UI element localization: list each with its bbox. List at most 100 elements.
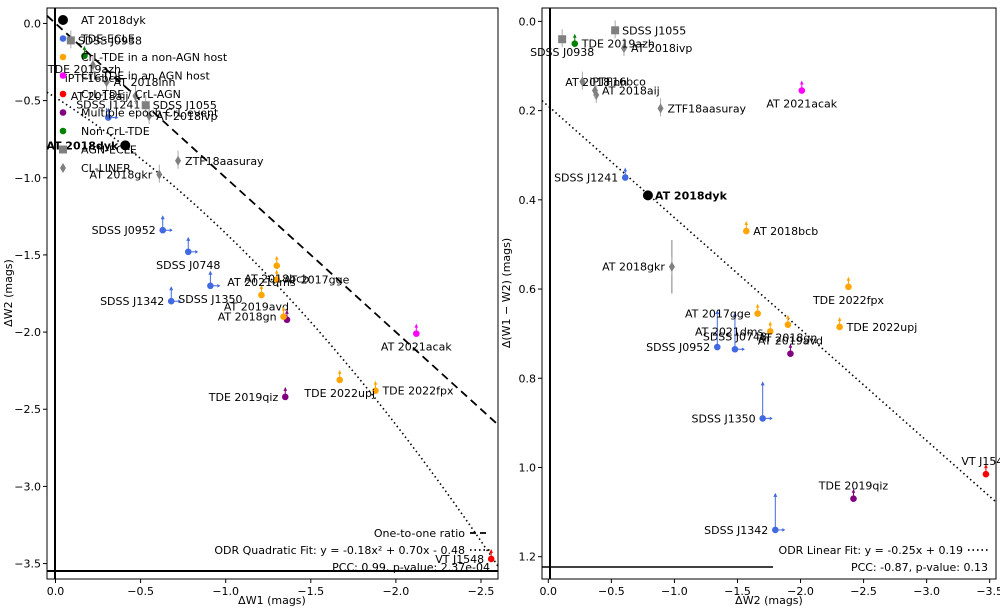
x-tick-label: −1.5	[297, 585, 324, 598]
data-point-at2018dyk	[120, 140, 131, 151]
upper-limit-arrow-head	[768, 321, 773, 326]
point-label: SDSS J0952	[92, 224, 156, 237]
point-label: AT 2018ivp	[156, 110, 217, 123]
point-label: AT 2019avd	[758, 335, 823, 348]
point-label: AT 2017gge	[685, 308, 751, 321]
point-label: AT 2018gkr	[90, 169, 153, 182]
data-point-agn-ecle	[141, 101, 150, 110]
legend-label: Non CrL-TDE	[81, 125, 150, 138]
x-tick-label: −1.0	[212, 585, 239, 598]
data-point-crl-nonagn	[372, 387, 379, 395]
data-point-non-crl	[571, 40, 579, 47]
data-point-multi-epoch	[281, 393, 289, 401]
point-label: AT 2018lnh	[114, 76, 176, 89]
x-tick-label: 0.0	[540, 585, 558, 598]
data-point-at2018dyk	[642, 190, 653, 201]
point-label: AT 2018ivp	[631, 42, 692, 55]
data-point-tde-ecle	[731, 345, 739, 353]
y-tick-label: 0.8	[519, 372, 537, 385]
y-tick-label: 0.2	[519, 105, 537, 118]
data-point-cl-liner	[132, 90, 139, 101]
upper-limit-arrow-head	[106, 107, 111, 112]
legend-label: Multiple epoch CrL event	[81, 107, 219, 120]
point-label: SDSS J0748	[156, 259, 220, 272]
point-label: SDSS J1055	[153, 99, 217, 112]
one-to-one-line	[46, 15, 499, 426]
point-label: iPTF16bco	[589, 76, 646, 89]
y-tick-label: −3.0	[14, 480, 41, 493]
point-label: AT 2017gge	[284, 274, 350, 287]
point-label: SDSS J1241	[76, 99, 140, 112]
data-point-cl-liner	[620, 43, 627, 54]
data-point-cl-liner	[579, 76, 586, 87]
point-label: SDSS J1350	[692, 412, 756, 425]
left-data-points: VT J1548 TDE 2019qiz TDE 2022fpx TDE 2022up…	[46, 30, 495, 566]
data-point-agn-ecle	[611, 26, 620, 35]
point-label: SDSS J0938	[530, 46, 594, 59]
point-label: AT 2018dyk	[655, 189, 728, 202]
data-point-crl-nonagn	[845, 283, 852, 291]
data-point-tde-ecle	[759, 415, 766, 422]
point-label: TDE 2022fpx	[812, 294, 884, 307]
data-point-cl-liner	[156, 169, 163, 180]
limit-arrow-head	[769, 416, 773, 421]
point-label: iPTF16bco	[65, 72, 122, 85]
upper-limit-arrow-head	[82, 45, 87, 50]
left-y-ticks: 0.0 −0.5 −1.0 −1.5 −2.0 −2.5 −3.0 −3.5	[14, 17, 47, 571]
legend-marker	[59, 90, 67, 98]
limit-arrow-head	[217, 283, 221, 288]
upper-limit-arrow-head	[283, 386, 288, 391]
point-label: AT 2021acak	[766, 98, 837, 111]
data-point-non-crl	[81, 52, 88, 60]
upper-limit-arrow-head	[285, 309, 289, 314]
data-point-crl-nonagn	[280, 313, 287, 320]
y-tick-label: −0.5	[14, 95, 41, 108]
legend-marker	[59, 72, 67, 79]
point-label: AT 2018gn	[218, 311, 277, 324]
upper-limit-arrow-head	[773, 492, 778, 497]
data-point-crl-agn	[982, 470, 990, 478]
upper-limit-arrow-head	[274, 255, 279, 260]
data-point-crl-agn	[487, 555, 495, 563]
y-tick-label: 0.6	[519, 283, 537, 296]
upper-limit-arrow-head	[489, 548, 493, 553]
data-point-tde-ecle	[621, 174, 629, 181]
point-label: AT 2018aij	[71, 90, 129, 103]
point-label: TDE 2022fpx	[381, 385, 453, 398]
upper-limit-arrow-head	[755, 303, 760, 308]
upper-limit-arrow-head	[788, 343, 793, 348]
right-annotations: ODR Linear Fit: y = -0.25x + 0.19 PCC: -0…	[779, 544, 988, 574]
annotation-text: One-to-one ratio	[374, 527, 465, 540]
point-label: AT 2019avd	[224, 301, 289, 314]
point-label: AT 2018bcb	[244, 273, 309, 286]
data-point-tde-ecle	[772, 526, 779, 534]
x-tick-label: −1.5	[724, 585, 751, 598]
upper-limit-arrow-head	[786, 314, 790, 319]
left-x-ticks: 0.0 −0.5 −1.0 −1.5 −2.0 −2.5	[47, 579, 494, 598]
data-point-cl-liner	[668, 261, 675, 272]
data-point-crl-nonagn	[784, 321, 792, 329]
left-annotations: One-to-one ratio ODR Quadratic Fit: y = -…	[214, 527, 490, 574]
data-point-cl-liner	[657, 103, 664, 114]
right-fit-lines	[541, 99, 997, 503]
right-y-ticks: 0.0 0.2 0.4 0.6 0.8 1.0 1.2	[519, 15, 542, 564]
point-label: TDE 2019azh	[581, 38, 655, 51]
upper-limit-arrow-head	[414, 323, 419, 328]
x-tick-label: 0.0	[47, 585, 65, 598]
legend-marker	[59, 127, 67, 135]
legend-label: CrL-TDE in a non-AGN host	[81, 51, 228, 64]
legend-label: CL-LINER	[81, 162, 131, 175]
y-tick-label: −3.5	[14, 558, 41, 571]
upper-limit-arrow-head	[984, 464, 988, 469]
data-point-cl-liner	[146, 111, 153, 122]
right-data-points: SDSS J1342 TDE 2019qiz VT J1548 SDSS J1350 S…	[530, 20, 1000, 537]
right-axes-frame	[541, 7, 997, 580]
legend-marker	[60, 163, 66, 173]
point-label: AT 2018gn	[758, 332, 817, 345]
upper-limit-arrow-head	[337, 369, 342, 374]
legend-marker	[59, 53, 67, 61]
upper-limit-arrow-head	[851, 488, 856, 493]
annotation-text: ODR Quadratic Fit: y = -0.18x² + 0.70x -…	[214, 544, 465, 557]
left-axes-frame	[46, 7, 499, 580]
